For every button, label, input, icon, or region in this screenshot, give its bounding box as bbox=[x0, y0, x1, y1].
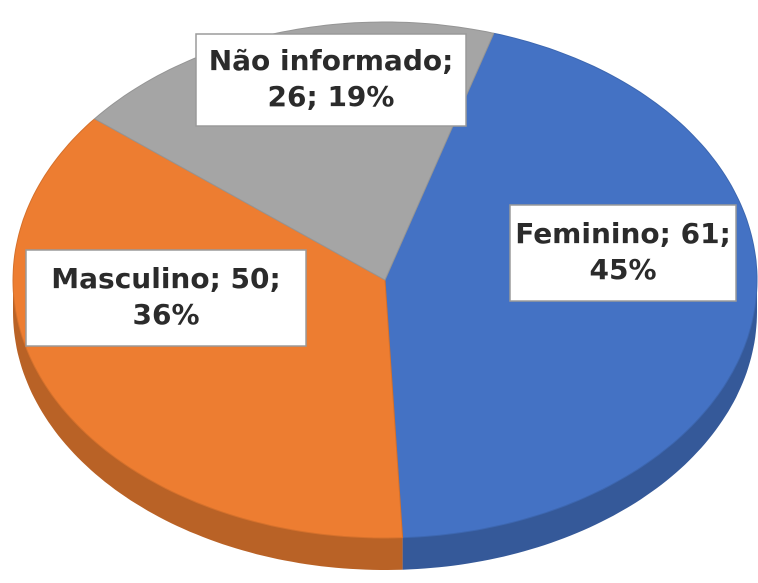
label-box bbox=[25, 249, 307, 347]
slice-side bbox=[13, 280, 403, 570]
label-line: 36% bbox=[132, 298, 199, 331]
slice-side bbox=[402, 280, 757, 570]
label-line: Feminino; 61; bbox=[515, 217, 731, 250]
label-line: Não informado; bbox=[209, 44, 454, 77]
label-box bbox=[509, 204, 737, 302]
label-line: Masculino; 50; bbox=[51, 262, 280, 295]
data-label: Não informado;26; 19% bbox=[195, 33, 467, 127]
data-label: Feminino; 61;45% bbox=[509, 204, 737, 302]
data-label: Masculino; 50;36% bbox=[25, 249, 307, 347]
label-box bbox=[195, 33, 467, 127]
label-line: 26; 19% bbox=[268, 80, 395, 113]
label-line: 45% bbox=[589, 253, 656, 286]
